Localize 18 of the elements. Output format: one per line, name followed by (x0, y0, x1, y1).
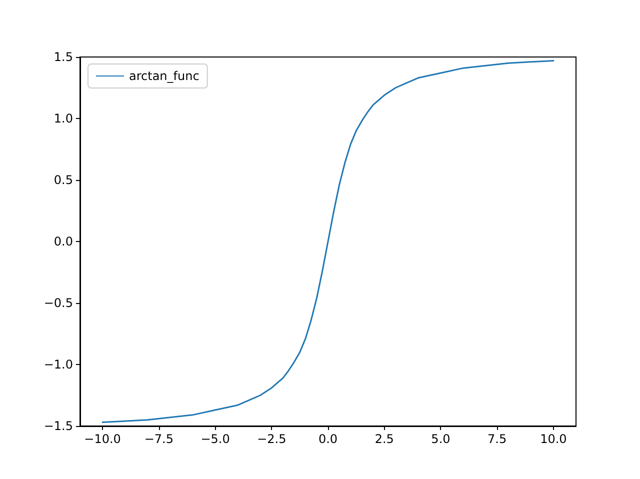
x-tick-label: −5.0 (200, 432, 230, 446)
x-tick-label: 0.0 (318, 432, 338, 446)
x-tick-label: 10.0 (540, 432, 567, 446)
x-tick-label: 7.5 (488, 432, 507, 446)
x-tick-label: 2.5 (374, 432, 394, 446)
legend-label: arctan_func (129, 69, 200, 83)
y-tick-label: −1.0 (44, 358, 73, 372)
y-tick-label: 1.0 (54, 112, 73, 126)
y-tick-label: −1.5 (44, 419, 73, 433)
x-tick-label: −7.5 (144, 432, 174, 446)
x-tick-label: −2.5 (257, 432, 286, 446)
y-tick-label: 1.5 (54, 50, 73, 64)
y-tick-label: −0.5 (44, 296, 73, 310)
x-tick-label: −10.0 (84, 432, 121, 446)
y-tick-label: 0.0 (54, 234, 73, 248)
x-tick-label: 5.0 (431, 432, 450, 446)
line-series (102, 60, 554, 424)
y-tick-label: 0.5 (54, 173, 73, 187)
